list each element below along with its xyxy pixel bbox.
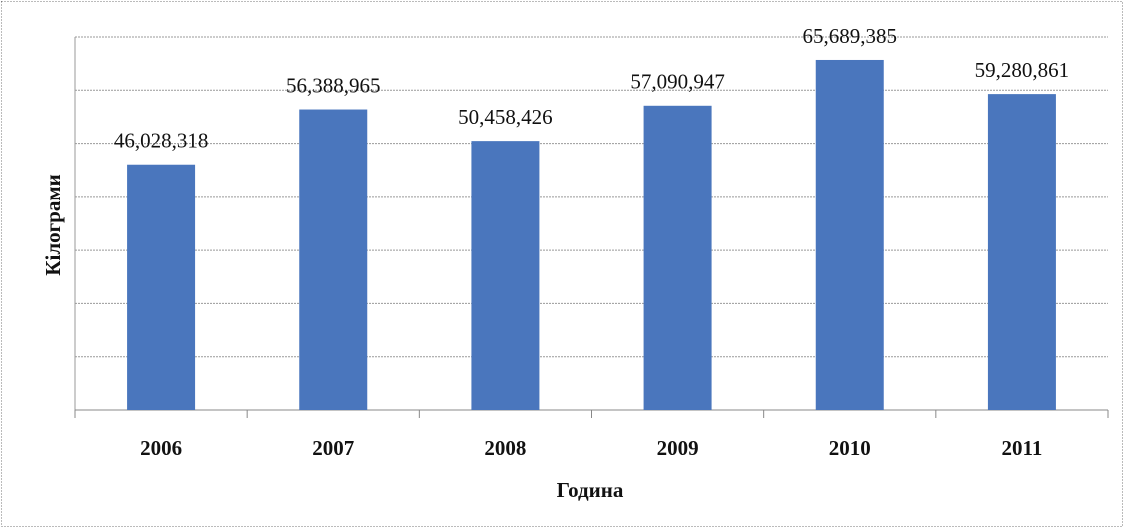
data-label: 46,028,318 <box>114 129 209 153</box>
x-tick-label: 2010 <box>829 436 871 460</box>
bar <box>471 141 540 411</box>
x-tick-label: 2009 <box>657 436 699 460</box>
data-label: 56,388,965 <box>286 73 381 97</box>
bar <box>127 164 196 410</box>
bar <box>987 94 1056 410</box>
x-tick-label: 2007 <box>312 436 354 460</box>
data-label: 50,458,426 <box>458 105 553 129</box>
x-tick-label: 2011 <box>1001 436 1042 460</box>
x-axis-title: Година <box>557 478 624 502</box>
data-label: 59,280,861 <box>975 58 1070 82</box>
x-tick-label: 2008 <box>484 436 526 460</box>
data-label: 57,090,947 <box>630 70 725 94</box>
y-axis-title: Кілограми <box>41 174 65 275</box>
bar <box>815 59 884 410</box>
data-label: 65,689,385 <box>803 24 898 48</box>
x-tick-label: 2006 <box>140 436 182 460</box>
bar <box>299 109 368 410</box>
bar <box>643 105 712 411</box>
